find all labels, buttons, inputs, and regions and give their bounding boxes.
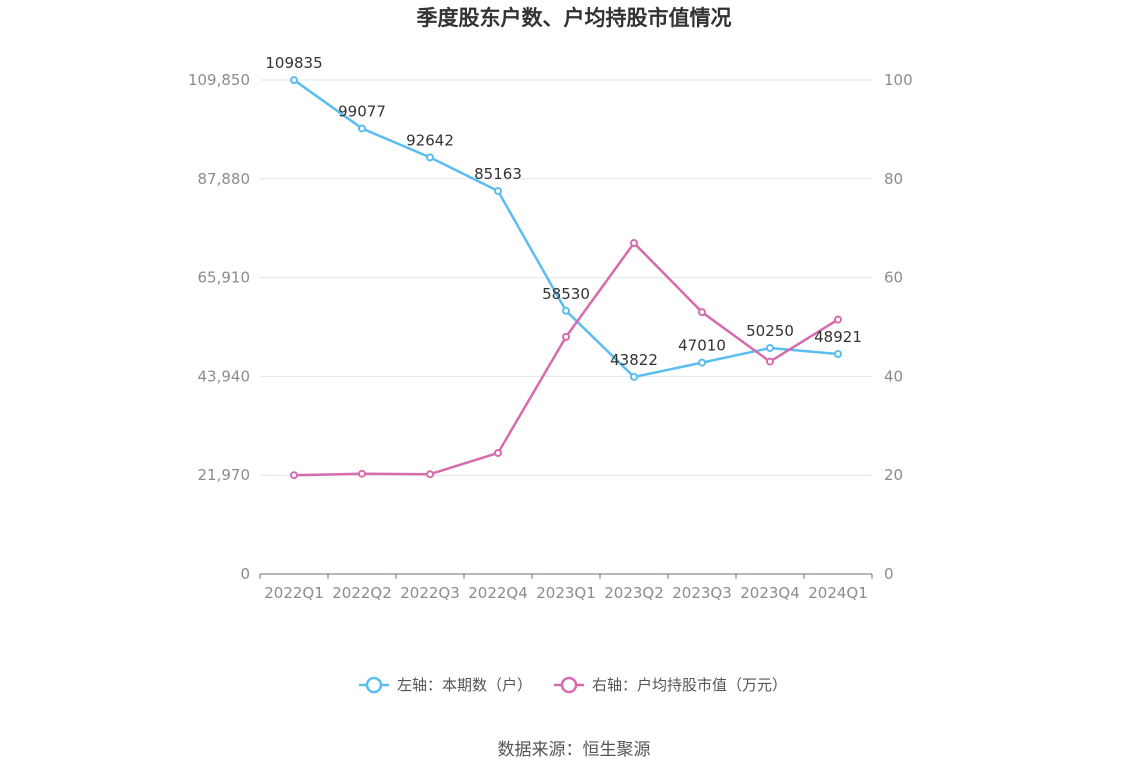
legend-label: 左轴：本期数（户） [397, 676, 532, 694]
chart-title: 季度股东户数、户均持股市值情况 [417, 6, 732, 30]
legend-label: 右轴：户均持股市值（万元） [592, 676, 787, 694]
data-label: 50250 [746, 322, 794, 340]
data-label: 92642 [406, 131, 454, 149]
data-point [494, 187, 502, 196]
x-axis-tick-label: 2023Q3 [672, 584, 732, 602]
data-point [834, 315, 842, 324]
data-label: 47010 [678, 337, 726, 355]
data-point [766, 344, 774, 353]
legend: 左轴：本期数（户） 右轴：户均持股市值（万元） [359, 676, 787, 694]
data-point [630, 239, 638, 248]
data-point [562, 306, 570, 315]
right-axis-tick-label: 80 [884, 170, 903, 188]
left-axis-tick-label: 109,850 [188, 71, 250, 89]
data-point [358, 469, 366, 478]
data-label: 109835 [265, 54, 322, 72]
right-axis-tick-label: 60 [884, 269, 903, 287]
data-point [426, 470, 434, 479]
right-axis-tick-label: 40 [884, 367, 903, 385]
data-point [562, 332, 570, 341]
data-label: 43822 [610, 351, 658, 369]
legend-item[interactable]: 右轴：户均持股市值（万元） [554, 676, 787, 694]
data-point [290, 76, 298, 85]
data-label: 58530 [542, 285, 590, 303]
legend-item[interactable]: 左轴：本期数（户） [359, 676, 532, 694]
x-axis-tick-label: 2022Q1 [264, 584, 324, 602]
x-axis-tick-label: 2024Q1 [808, 584, 868, 602]
left-axis-tick-label: 43,940 [198, 367, 251, 385]
data-labels: 109835 99077 92642 85163 58530 43822 47010 5025… [265, 54, 861, 369]
data-point [834, 350, 842, 359]
right-axis-tick-label: 0 [884, 565, 894, 583]
x-axis-tick-label: 2023Q2 [604, 584, 664, 602]
x-axis-tick-label: 2023Q1 [536, 584, 596, 602]
legend-marker [560, 676, 578, 694]
axes: 0 21,970 43,940 65,910 87,880 109,850 0 20 40 60 8… [188, 71, 913, 602]
data-point [290, 471, 298, 480]
x-axis-tick-label: 2022Q3 [400, 584, 460, 602]
x-axis-tick-label: 2022Q2 [332, 584, 392, 602]
right-axis-tick-label: 20 [884, 466, 903, 484]
left-axis-tick-label: 87,880 [198, 170, 251, 188]
x-axis-tick-label: 2023Q4 [740, 584, 800, 602]
source-note: 数据来源：恒生聚源 [498, 740, 651, 760]
data-point [358, 124, 366, 133]
data-label: 85163 [474, 165, 522, 183]
left-axis-tick-label: 65,910 [198, 269, 251, 287]
data-point [766, 357, 774, 366]
data-point [494, 448, 502, 457]
data-label: 99077 [338, 102, 386, 120]
data-label: 48921 [814, 328, 862, 346]
data-point [426, 153, 434, 162]
data-point [698, 308, 706, 317]
data-point [698, 358, 706, 367]
right-axis-tick-label: 100 [884, 71, 913, 89]
left-axis-tick-label: 21,970 [198, 466, 251, 484]
series-layer [290, 76, 842, 480]
legend-marker [365, 676, 383, 694]
x-axis-tick-label: 2022Q4 [468, 584, 528, 602]
data-point [630, 372, 638, 381]
grid-lines [260, 79, 872, 476]
left-axis-tick-label: 0 [240, 565, 250, 583]
